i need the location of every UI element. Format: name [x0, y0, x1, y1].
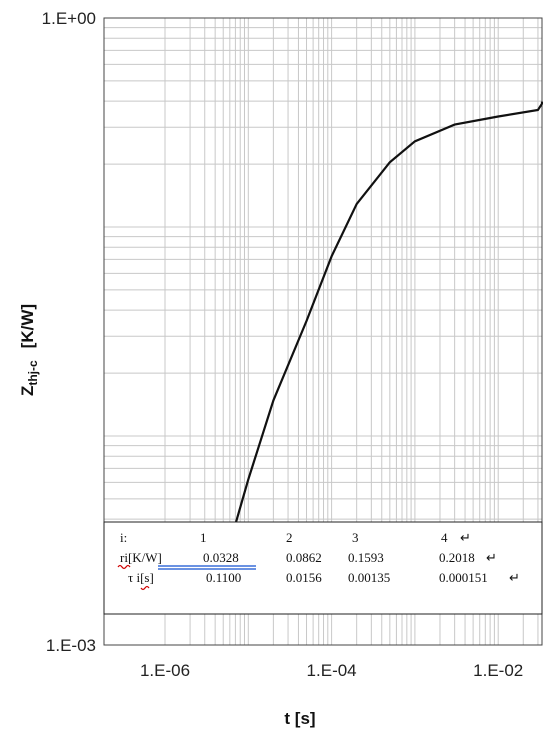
- return-mark: ↵: [509, 570, 520, 585]
- table-cell-ri-2: 0.0862: [286, 550, 322, 565]
- y-axis-title-subscript: thj-c: [26, 360, 40, 386]
- table-header-2: 2: [286, 530, 293, 545]
- x-tick-label: 1.E-06: [140, 661, 190, 680]
- plot-frame: [103, 17, 543, 646]
- y-axis-title: Zthj-c [K/W]: [18, 304, 40, 396]
- series-line-zthjc: [223, 101, 543, 563]
- y-axis-title-main: Z: [18, 386, 37, 396]
- table-header-i: i:: [120, 530, 127, 545]
- spellcheck-squiggle: [117, 564, 131, 570]
- table-cell-tau-3: 0.00135: [348, 570, 390, 585]
- table-row-label-tau: τ i[s]: [128, 570, 154, 585]
- x-tick-labels: 1.E-061.E-041.E-021.E+00: [140, 661, 523, 680]
- table-header-1: 1: [200, 530, 207, 545]
- table-cell-ri-3: 0.1593: [348, 550, 384, 565]
- table-header-3: 3: [352, 530, 359, 545]
- svg-text:Zthj-c[K/W]: Zthj-c [K/W]: [18, 304, 40, 396]
- table-cell-tau-2: 0.0156: [286, 570, 322, 585]
- table-cell-ri-1: 0.0328: [203, 550, 239, 565]
- return-mark: ↵: [460, 530, 471, 545]
- table-header-4: 4: [441, 530, 448, 545]
- parameter-table: i: 1 2 3 4 ↵ ri[K/W] 0.0328 0.0862 0.159…: [103, 521, 543, 615]
- parameter-table-box: [103, 521, 543, 615]
- table-row-label-ri: ri[K/W]: [120, 550, 162, 565]
- spellcheck-squiggle: [140, 585, 150, 591]
- y-axis-title-unit: [K/W]: [18, 304, 37, 348]
- x-axis-title: t [s]: [284, 709, 315, 728]
- x-tick-label: 1.E-02: [473, 661, 523, 680]
- table-cell-ri-4: 0.2018: [439, 550, 475, 565]
- table-cell-tau-4: 0.000151: [439, 570, 488, 585]
- horizontal-gridlines: [104, 27, 542, 583]
- y-tick-label: 1.E+00: [42, 9, 96, 28]
- x-tick-label: 1.E-04: [307, 661, 357, 680]
- y-tick-labels: 1.E-03 1.E+00: [42, 9, 96, 655]
- return-mark: ↵: [486, 550, 497, 565]
- y-tick-label: 1.E-03: [46, 636, 96, 655]
- table-cell-tau-1: 0.1100: [206, 570, 241, 585]
